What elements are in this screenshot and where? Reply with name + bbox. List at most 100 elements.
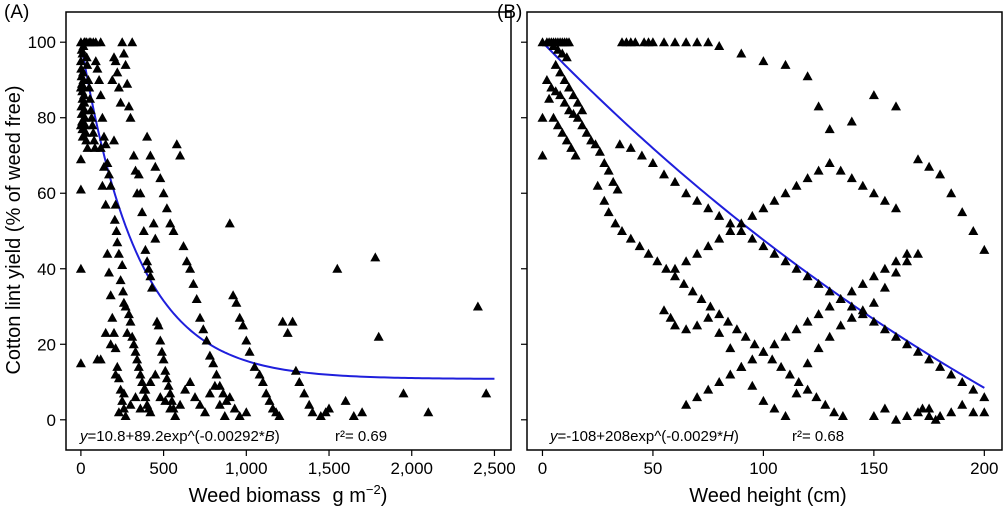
panel-b-data-point — [681, 399, 692, 409]
panel-a-data-point — [75, 56, 86, 66]
panel-b-data-point — [603, 207, 614, 217]
panel-a-xtick-label: 0 — [76, 459, 85, 478]
panel-b-data-point — [813, 309, 824, 319]
panel-a-data-point — [261, 388, 272, 398]
panel-b-data-point — [681, 37, 692, 47]
panel-b-data-point — [935, 411, 946, 420]
panel-b-data-point — [824, 331, 835, 341]
panel-b-data-point — [835, 294, 846, 303]
panel-b-data-point — [811, 392, 822, 402]
panel-b-data-point — [577, 120, 588, 130]
panel-b-data-point — [846, 116, 857, 126]
panel-a-ytick-label: 40 — [37, 260, 56, 279]
panel-a-data-point — [175, 399, 186, 409]
panel-a-data-point — [138, 226, 149, 235]
panel-a-data-point — [398, 388, 409, 398]
panel-a-data-point — [264, 395, 275, 405]
panel-a-data-point — [100, 327, 111, 337]
panel-a-data-point — [113, 407, 124, 417]
panel-b-data-point — [968, 384, 979, 394]
panel-a-data-point — [198, 324, 209, 334]
panel-a-data-point — [290, 365, 301, 375]
panel-b-data-point — [846, 312, 857, 322]
panel-b-data-point — [747, 233, 758, 243]
panel-a-data-point — [249, 361, 260, 371]
panel-b-data-point — [824, 286, 835, 296]
panel-a-data-point — [127, 331, 138, 341]
panel-b-data-point — [714, 210, 725, 220]
panel-b-data-point — [564, 105, 574, 115]
panel-a-data-point — [104, 169, 114, 179]
panel-a-data-point — [165, 388, 176, 398]
panel-a-xlabel-exponent: −2 — [366, 482, 381, 497]
panel-a-data-point — [120, 301, 131, 311]
panel-a-data-point — [75, 263, 86, 273]
panel-b-data-point — [555, 67, 566, 77]
panel-a-data-point — [208, 358, 219, 368]
panel-a-data-point — [150, 161, 161, 171]
panel-b-data-point — [784, 369, 795, 379]
panel-b-data-point — [857, 278, 868, 288]
panel-a-data-point — [109, 327, 119, 337]
panel-b-data-point — [550, 86, 561, 96]
panel-a-eq-y: y — [79, 428, 89, 445]
panel-b-data-point — [957, 207, 968, 217]
panel-a-data-point — [83, 75, 94, 84]
panel-b-data-point — [917, 403, 928, 413]
panel-b-data-point — [791, 324, 802, 334]
panel-b-data-point — [946, 369, 957, 379]
panel-b-data-point — [612, 184, 623, 194]
panel-b-data-point — [857, 305, 868, 315]
panel-a-data-point — [373, 331, 384, 341]
panel-a-ytick-label: 20 — [37, 335, 56, 354]
panel-b-data-point — [692, 320, 703, 330]
panel-a-data-point — [161, 203, 172, 213]
panel-b-data-point — [747, 210, 758, 220]
panel-a-data-point — [219, 411, 230, 420]
panel-a-data-point — [332, 263, 343, 273]
panel-a-data-point — [105, 180, 116, 190]
panel-a-data-point — [145, 377, 156, 386]
panel-b-data-point — [780, 331, 791, 341]
panel-a-data-point — [78, 67, 88, 77]
panel-a-data-point — [75, 120, 86, 130]
panel-a-data-point — [102, 248, 113, 258]
panel-a-data-point — [244, 346, 255, 356]
panel-b-data-point — [647, 158, 658, 167]
panel-a-data-point — [125, 399, 136, 409]
panel-a: (A) 0 500 1,000 1,500 2,000 2,500 0 20 40 60 80 100… — [4, 2, 516, 507]
panel-a-data-point — [117, 260, 128, 269]
panel-a-data-point — [370, 252, 381, 262]
panel-b-data-point — [647, 37, 658, 47]
panel-a-data-point — [113, 248, 124, 258]
panel-b-data-point — [678, 278, 689, 288]
panel-a-data-point — [348, 411, 359, 420]
panel-b-data-point — [793, 377, 804, 386]
panel-a-data-point — [294, 377, 305, 386]
panel-b-data-point — [758, 346, 769, 356]
panel-b-data-point — [879, 324, 890, 334]
panel-b-data-point — [835, 320, 846, 330]
panel-b-data-point — [714, 377, 725, 386]
panel-b-data-point — [725, 343, 736, 353]
panel-b-data-point — [546, 82, 557, 92]
panel-b-data-point — [946, 188, 957, 198]
panel-b-data-point — [979, 392, 990, 402]
panel-b-label: (B) — [497, 2, 522, 23]
panel-a-data-point — [155, 335, 166, 345]
panel-b-data-point — [723, 316, 733, 326]
panel-a-data-point — [357, 407, 368, 417]
panel-a-data-point — [423, 407, 434, 417]
panel-b-data-point — [802, 316, 813, 326]
panel-a-data-point — [161, 373, 172, 383]
panel-b-data-point — [868, 90, 879, 100]
panel-a-data-point — [234, 312, 245, 322]
panel-a-data-point — [287, 316, 298, 326]
panel-a-data-point — [107, 312, 118, 322]
panel-b-data-point — [561, 52, 572, 62]
panel-b-data-point — [725, 218, 736, 228]
panel-a-data-point — [315, 411, 326, 420]
panel-a-data-point — [81, 135, 92, 145]
panel-a-data-point — [77, 48, 88, 58]
panel-b-data-point — [802, 173, 813, 183]
